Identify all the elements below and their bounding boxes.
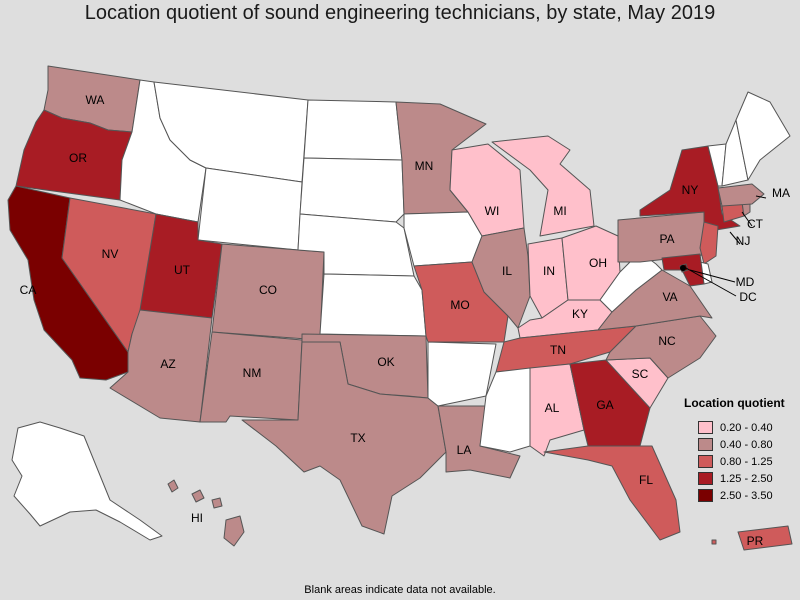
state-label-tn: TN xyxy=(550,343,566,357)
state-label-hi: HI xyxy=(191,511,203,525)
state-label-mn: MN xyxy=(415,159,434,173)
state-label-dc: DC xyxy=(739,290,757,304)
state-label-or: OR xyxy=(69,151,87,165)
state-label-nv: NV xyxy=(102,247,119,261)
state-label-wi: WI xyxy=(485,204,500,218)
legend-label: 1.25 - 2.50 xyxy=(720,472,773,485)
state-label-pa: PA xyxy=(659,232,674,246)
dc-marker xyxy=(680,265,686,271)
leader-line xyxy=(741,211,753,227)
leader-line xyxy=(689,269,736,283)
legend-swatch xyxy=(698,472,713,485)
state-wy[interactable] xyxy=(197,167,303,251)
state-label-ut: UT xyxy=(174,263,191,277)
state-label-az: AZ xyxy=(160,357,175,371)
legend-item: 1.25 - 2.50 xyxy=(684,470,785,487)
legend-label: 2.50 - 3.50 xyxy=(720,489,773,502)
legend-item: 0.20 - 0.40 xyxy=(684,419,785,436)
state-ar[interactable] xyxy=(427,341,497,407)
state-label-la: LA xyxy=(457,443,472,457)
state-label-nc: NC xyxy=(658,334,676,348)
state-fl[interactable] xyxy=(543,445,681,541)
state-label-tx: TX xyxy=(350,431,365,445)
state-label-in: IN xyxy=(543,264,555,278)
state-nj[interactable] xyxy=(699,221,719,265)
state-label-sc: SC xyxy=(632,367,649,381)
state-label-pr: PR xyxy=(747,534,764,548)
state-az[interactable] xyxy=(109,309,213,423)
leader-line xyxy=(685,267,737,297)
state-label-ca: CA xyxy=(20,283,37,297)
state-label-ky: KY xyxy=(572,307,588,321)
state-ma[interactable] xyxy=(717,183,765,207)
legend: Location quotient 0.20 - 0.40 0.40 - 0.80… xyxy=(684,396,785,504)
state-label-md: MD xyxy=(736,275,755,289)
legend-item: 0.80 - 1.25 xyxy=(684,453,785,470)
state-label-nm: NM xyxy=(243,366,262,380)
legend-swatch xyxy=(698,438,713,451)
state-ak[interactable] xyxy=(11,421,163,541)
legend-swatch xyxy=(698,489,713,502)
state-label-ny: NY xyxy=(682,183,699,197)
state-label-oh: OH xyxy=(589,256,607,270)
legend-item: 0.40 - 0.80 xyxy=(684,436,785,453)
state-label-ct: CT xyxy=(747,217,764,231)
state-label-mo: MO xyxy=(450,298,469,312)
legend-item: 2.50 - 3.50 xyxy=(684,487,785,504)
state-label-nj: NJ xyxy=(736,234,751,248)
leader-line xyxy=(729,231,741,245)
state-hi[interactable] xyxy=(167,479,245,547)
state-label-mi: MI xyxy=(553,204,566,218)
state-label-wa: WA xyxy=(86,93,105,107)
legend-label: 0.20 - 0.40 xyxy=(720,421,773,434)
state-label-ma: MA xyxy=(772,186,790,200)
state-ia[interactable] xyxy=(403,211,483,267)
state-mi[interactable] xyxy=(491,135,595,237)
leader-line xyxy=(755,195,767,199)
state-label-ok: OK xyxy=(377,355,394,369)
state-ks[interactable] xyxy=(319,273,427,337)
state-label-fl: FL xyxy=(639,473,653,487)
legend-swatch xyxy=(698,421,713,434)
state-label-ga: GA xyxy=(596,398,613,412)
footnote: Blank areas indicate data not available. xyxy=(304,584,496,596)
map-title: Location quotient of sound engineering t… xyxy=(84,2,716,24)
legend-label: 0.40 - 0.80 xyxy=(720,438,773,451)
state-label-al: AL xyxy=(545,401,560,415)
legend-title: Location quotient xyxy=(684,396,785,410)
state-tx[interactable] xyxy=(241,341,447,535)
legend-swatch xyxy=(698,455,713,468)
state-sd[interactable] xyxy=(299,157,405,223)
state-me[interactable] xyxy=(735,91,791,181)
state-pr[interactable] xyxy=(711,525,793,551)
state-label-il: IL xyxy=(502,264,512,278)
state-nd[interactable] xyxy=(303,99,403,161)
state-label-co: CO xyxy=(259,283,277,297)
state-ny[interactable] xyxy=(639,145,741,233)
legend-label: 0.80 - 1.25 xyxy=(720,455,773,468)
state-label-va: VA xyxy=(662,290,677,304)
